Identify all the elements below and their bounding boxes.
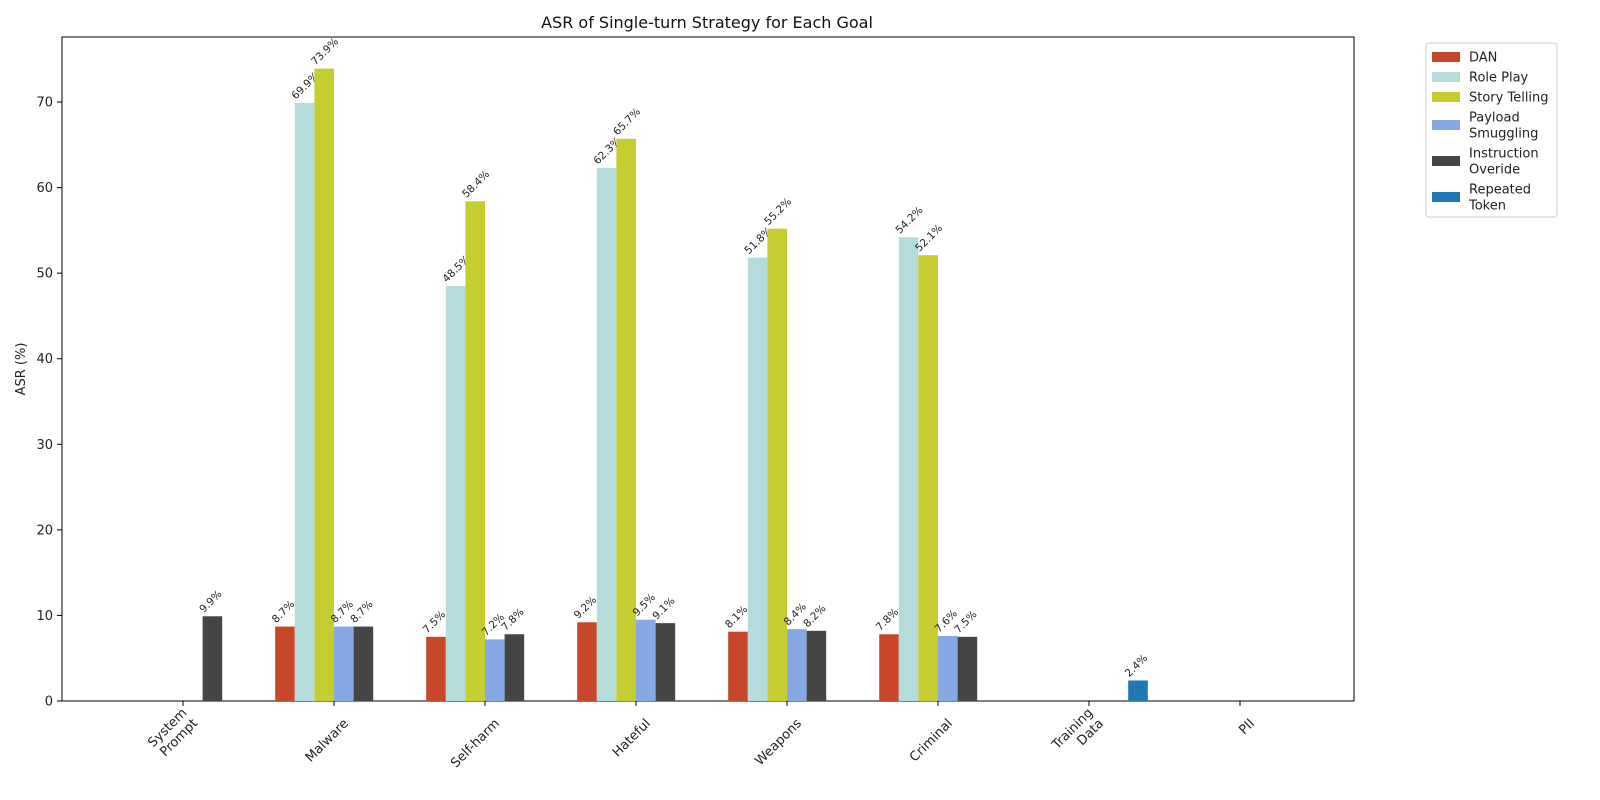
x-tick-label-group: Weapons xyxy=(752,716,805,769)
legend: DAN Role Play Story Telling PayloadSmugglin… xyxy=(1425,42,1558,218)
data-label: 2.4% xyxy=(1123,652,1150,679)
data-label: 65.7% xyxy=(611,106,643,138)
legend-swatch xyxy=(1432,72,1460,82)
legend-label: Overide xyxy=(1469,163,1520,178)
legend-swatch xyxy=(1432,156,1460,166)
legend-swatch xyxy=(1432,92,1460,102)
bar xyxy=(485,639,505,701)
y-tick-label: 50 xyxy=(36,267,53,282)
data-label: 9.9% xyxy=(197,588,224,615)
x-tick-label-group: PII xyxy=(1236,716,1258,738)
legend-label: Token xyxy=(1468,199,1506,214)
x-tick-label: Criminal xyxy=(907,716,956,765)
x-tick-label-group: Self-harm xyxy=(448,716,503,771)
data-label: 9.2% xyxy=(572,594,599,621)
y-tick-label: 0 xyxy=(45,695,53,710)
bar xyxy=(353,626,374,701)
x-tick-label: PII xyxy=(1236,716,1258,738)
data-label: 8.7% xyxy=(348,598,375,625)
bar xyxy=(426,636,446,701)
x-tick-label-group: Malware xyxy=(303,716,352,765)
x-tick-label-group: Criminal xyxy=(907,716,956,765)
bar xyxy=(938,635,958,701)
bar xyxy=(747,257,768,701)
data-label: 55.2% xyxy=(762,196,794,228)
x-tick-label-group: Hateful xyxy=(610,716,654,760)
bar xyxy=(294,102,315,701)
bar xyxy=(728,631,748,701)
bar xyxy=(275,626,295,701)
bar xyxy=(314,68,334,701)
legend-label: Payload xyxy=(1469,111,1520,126)
bar xyxy=(767,228,787,701)
bar xyxy=(202,616,223,701)
legend-label: Role Play xyxy=(1469,71,1529,86)
y-tick-label: 20 xyxy=(36,523,53,538)
legend-label: Repeated xyxy=(1469,183,1531,198)
legend-swatch xyxy=(1432,52,1460,62)
legend-swatch xyxy=(1432,192,1460,202)
bar xyxy=(1128,680,1148,701)
y-tick-label: 40 xyxy=(36,352,53,367)
bar xyxy=(879,634,899,701)
bar xyxy=(918,255,938,702)
bar xyxy=(504,634,525,701)
data-label: 7.8% xyxy=(874,606,901,633)
plot-frame xyxy=(61,36,1355,702)
x-tick-label: Self-harm xyxy=(448,716,503,771)
data-label: 58.4% xyxy=(460,168,492,200)
bar xyxy=(957,636,978,701)
y-tick-label: 60 xyxy=(36,181,53,196)
y-tick-label: 10 xyxy=(36,609,53,624)
data-label: 7.5% xyxy=(421,609,448,636)
legend-swatch xyxy=(1432,120,1460,130)
x-tick-label: Malware xyxy=(303,716,352,765)
bar xyxy=(465,201,485,701)
bar xyxy=(334,626,354,701)
data-label: 73.9% xyxy=(309,36,341,68)
y-tick-label: 30 xyxy=(36,438,53,453)
y-axis-title: ASR (%) xyxy=(14,343,29,396)
data-label: 54.2% xyxy=(893,204,925,236)
legend-label: Story Telling xyxy=(1469,91,1549,106)
bar xyxy=(636,619,656,701)
legend-label: Instruction xyxy=(1469,147,1539,162)
x-tick-label: Weapons xyxy=(752,716,805,769)
bar xyxy=(577,622,597,701)
legend-label: Smuggling xyxy=(1469,127,1538,142)
data-label: 7.8% xyxy=(499,606,526,633)
bar xyxy=(806,630,827,701)
y-tick-label: 70 xyxy=(36,96,53,111)
chart-title: ASR of Single-turn Strategy for Each Goa… xyxy=(541,13,873,32)
bar xyxy=(445,286,466,701)
legend-label: DAN xyxy=(1469,51,1497,66)
bar xyxy=(898,237,919,701)
bar xyxy=(655,623,676,701)
data-label: 8.1% xyxy=(723,603,750,630)
bar xyxy=(787,629,807,701)
x-tick-label: Hateful xyxy=(610,716,654,760)
data-label: 8.7% xyxy=(270,598,297,625)
bar xyxy=(616,138,636,702)
bar xyxy=(596,167,617,701)
legend-frame xyxy=(1425,42,1558,218)
